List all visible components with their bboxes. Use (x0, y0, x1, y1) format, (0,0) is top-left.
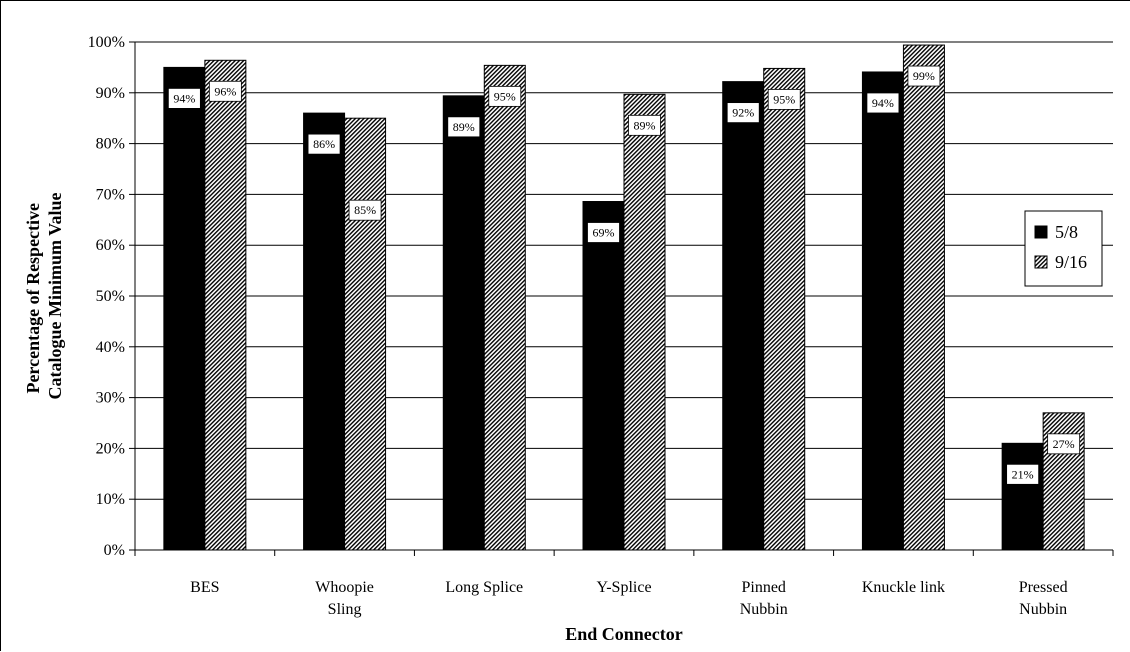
y-tick-labels: 0% 10% 20% 30% 40% 50% 60% 70% 80% 90% 100% (88, 34, 125, 559)
data-label: 99% (913, 69, 935, 83)
bar-series-5-8 (442, 95, 485, 551)
data-label: 95% (773, 92, 795, 106)
data-label-box (1047, 433, 1081, 455)
data-label: 21% (1012, 467, 1034, 481)
data-label: 96% (214, 84, 236, 98)
data-label-box (628, 114, 661, 136)
data-label: 86% (313, 137, 335, 151)
data-label: 94% (173, 91, 195, 105)
data-label-box (1006, 463, 1040, 485)
y-tick-label: 20% (96, 440, 125, 457)
bar-series-9-16 (623, 93, 666, 551)
y-tick-label: 80% (96, 136, 125, 153)
bar-series-9-16 (483, 64, 526, 551)
legend-label: 5/8 (1055, 222, 1078, 242)
bar-series-9-16 (344, 117, 387, 551)
data-label-box (587, 222, 620, 243)
y-axis-title-line-1: Percentage of Respective (23, 203, 43, 394)
data-label-box (348, 199, 382, 221)
data-label: 92% (732, 106, 754, 120)
data-label: 85% (354, 203, 376, 217)
x-axis-title: End Connector (565, 624, 683, 644)
legend-swatch (1034, 255, 1048, 269)
bar-series-5-8 (1001, 442, 1044, 551)
legend-label: 9/16 (1055, 252, 1087, 272)
y-tick-label: 100% (88, 34, 125, 51)
y-tick-label: 50% (96, 288, 125, 305)
data-label-box (907, 65, 941, 87)
data-label: 95% (494, 89, 516, 103)
x-category-label: Pressed Nubbin (1019, 579, 1068, 618)
data-label: 89% (634, 118, 656, 132)
legend-swatch (1034, 225, 1048, 239)
data-label: 89% (453, 120, 475, 134)
data-label: 69% (593, 226, 615, 240)
x-category-label: Whoopie Sling (315, 579, 374, 618)
data-label-box (447, 116, 481, 138)
bar-series-9-16 (1042, 412, 1085, 551)
bar-series-9-16 (902, 44, 945, 551)
data-label-box (866, 92, 900, 114)
axes (134, 42, 1114, 556)
x-category-label: Pinned Nubbin (740, 579, 788, 618)
data-label-box (726, 102, 760, 124)
y-axis-title: Percentage of Respective Catalogue Minim… (23, 192, 65, 399)
bars (163, 44, 1085, 551)
x-category-label: Y-Splice (596, 579, 651, 596)
bar-series-5-8 (861, 71, 904, 551)
x-category-label: Knuckle link (862, 579, 945, 596)
data-label: 94% (872, 96, 894, 110)
y-tick-label: 60% (96, 237, 125, 254)
data-label: 27% (1053, 437, 1075, 451)
data-label-box (167, 88, 201, 109)
x-category-label: BES (190, 579, 219, 596)
y-tick-label: 0% (104, 542, 125, 559)
bar-series-9-16 (763, 67, 806, 551)
x-category-labels: BES Whoopie Sling Long Splice Y-Splice Pinned… (190, 579, 1067, 618)
data-label-box (307, 133, 341, 155)
data-label-box (488, 85, 522, 107)
bar-series-5-8 (163, 66, 206, 551)
y-tick-label: 10% (96, 491, 125, 508)
y-tick-label: 70% (96, 186, 125, 203)
legend-box (1024, 210, 1103, 287)
bar-series-5-8 (303, 112, 346, 551)
bar-series-9-16 (204, 59, 247, 551)
data-label-box (767, 89, 801, 110)
x-category-label: Long Splice (445, 579, 523, 596)
y-axis-title-line-2: Catalogue Minimum Value (45, 192, 65, 399)
bar-series-5-8 (582, 201, 625, 551)
y-tick-label: 90% (96, 85, 125, 102)
data-label-box (208, 80, 242, 102)
y-tick-label: 40% (96, 339, 125, 356)
bar-series-5-8 (722, 81, 765, 551)
y-tick-label: 30% (96, 390, 125, 407)
legend: 5/8 9/16 (1024, 210, 1103, 287)
data-labels: 94% 96% 86% 85% 89% 95% 69% 89% 92% 95% 94% 99% 21% 2… (167, 65, 1081, 485)
